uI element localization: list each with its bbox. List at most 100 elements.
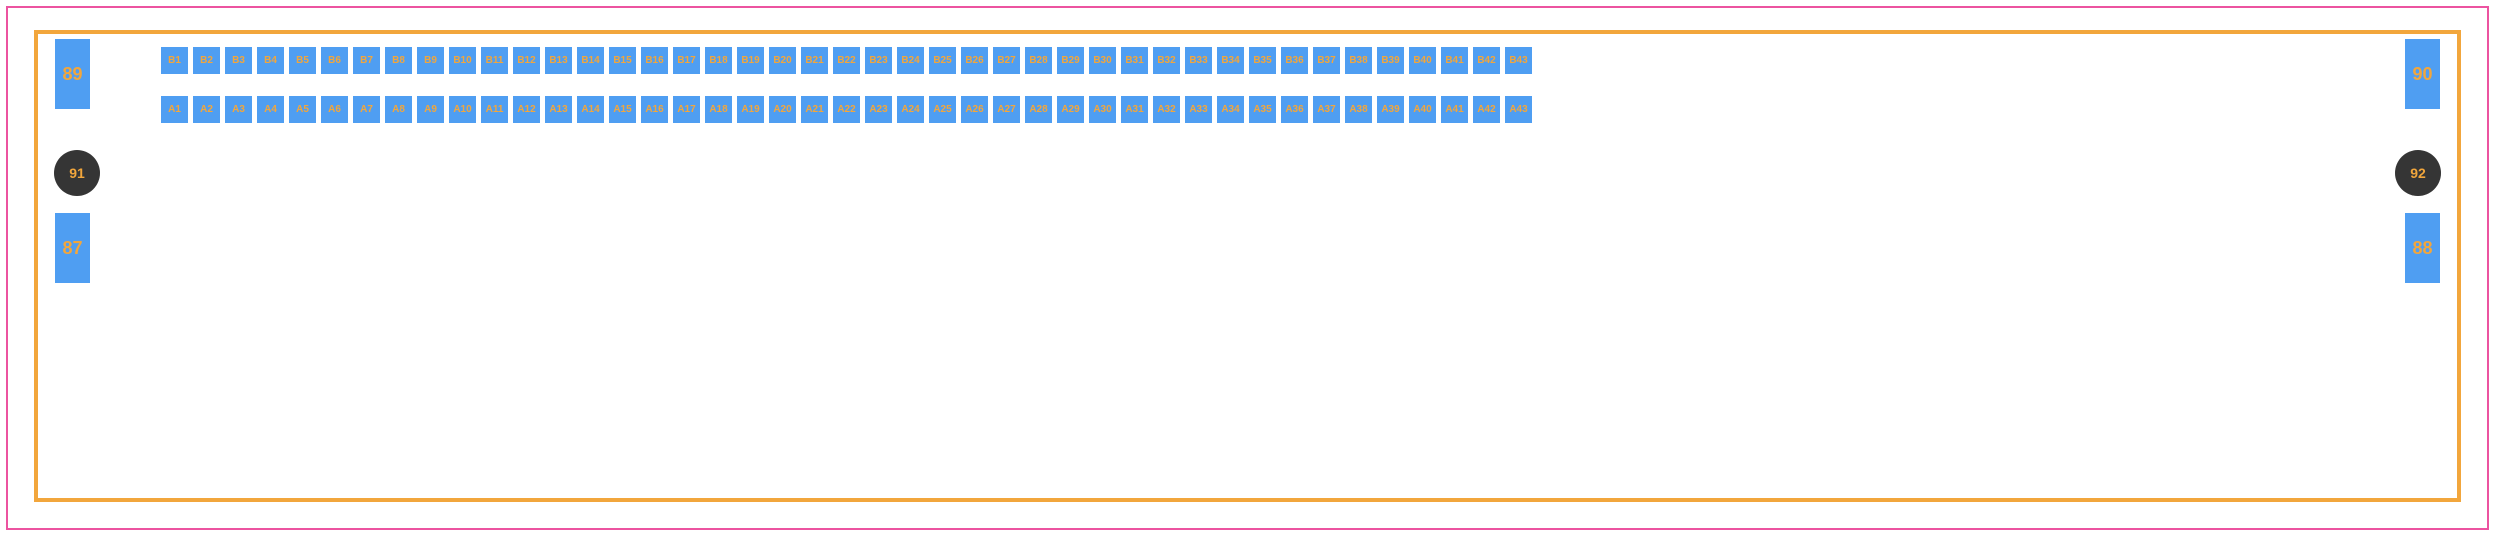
pad-b10: B10 [449, 47, 476, 74]
pad-b16: B16 [641, 47, 668, 74]
hole-91-label: 91 [69, 165, 85, 181]
pad-a32-label: A32 [1157, 104, 1175, 115]
pad-90: 90 [2405, 39, 2440, 109]
pad-b27-label: B27 [997, 55, 1015, 66]
pad-b39-label: B39 [1381, 55, 1399, 66]
pad-a16-label: A16 [645, 104, 663, 115]
pad-b28: B28 [1025, 47, 1052, 74]
pad-a31-label: A31 [1125, 104, 1143, 115]
pad-a13-label: A13 [549, 104, 567, 115]
pad-a42: A42 [1473, 96, 1500, 123]
pad-a38: A38 [1345, 96, 1372, 123]
pad-a6: A6 [321, 96, 348, 123]
pad-b32-label: B32 [1157, 55, 1175, 66]
pad-b7: B7 [353, 47, 380, 74]
pad-a29-label: A29 [1061, 104, 1079, 115]
pad-87-label: 87 [62, 238, 82, 259]
pad-b1-label: B1 [168, 55, 181, 66]
pad-b17: B17 [673, 47, 700, 74]
pad-a6-label: A6 [328, 104, 341, 115]
pad-b12: B12 [513, 47, 540, 74]
pad-a43: A43 [1505, 96, 1532, 123]
pad-b29: B29 [1057, 47, 1084, 74]
pad-a10-label: A10 [453, 104, 471, 115]
pad-b25-label: B25 [933, 55, 951, 66]
pad-87: 87 [55, 213, 90, 283]
pad-b13: B13 [545, 47, 572, 74]
pad-a22: A22 [833, 96, 860, 123]
pad-89-label: 89 [62, 64, 82, 85]
pad-a27: A27 [993, 96, 1020, 123]
pad-a33: A33 [1185, 96, 1212, 123]
pad-88: 88 [2405, 213, 2440, 283]
pad-a32: A32 [1153, 96, 1180, 123]
pad-b11: B11 [481, 47, 508, 74]
pad-b30-label: B30 [1093, 55, 1111, 66]
pad-b9-label: B9 [424, 55, 437, 66]
pad-b10-label: B10 [453, 55, 471, 66]
pad-b26: B26 [961, 47, 988, 74]
pad-b2: B2 [193, 47, 220, 74]
pad-b7-label: B7 [360, 55, 373, 66]
pad-a23: A23 [865, 96, 892, 123]
pad-a17: A17 [673, 96, 700, 123]
pad-b29-label: B29 [1061, 55, 1079, 66]
pad-b33-label: B33 [1189, 55, 1207, 66]
pad-a7-label: A7 [360, 104, 373, 115]
pad-b1: B1 [161, 47, 188, 74]
pad-b3: B3 [225, 47, 252, 74]
pad-a27-label: A27 [997, 104, 1015, 115]
pad-a38-label: A38 [1349, 104, 1367, 115]
pad-a35: A35 [1249, 96, 1276, 123]
pad-a30-label: A30 [1093, 104, 1111, 115]
hole-92-label: 92 [2410, 165, 2426, 181]
pad-b36: B36 [1281, 47, 1308, 74]
pad-b8: B8 [385, 47, 412, 74]
pad-b42-label: B42 [1477, 55, 1495, 66]
pad-b40: B40 [1409, 47, 1436, 74]
pad-b31-label: B31 [1125, 55, 1143, 66]
pad-b41-label: B41 [1445, 55, 1463, 66]
pad-b24: B24 [897, 47, 924, 74]
pad-a18-label: A18 [709, 104, 727, 115]
pad-a29: A29 [1057, 96, 1084, 123]
pad-a4-label: A4 [264, 104, 277, 115]
pad-a20: A20 [769, 96, 796, 123]
pad-b34-label: B34 [1221, 55, 1239, 66]
pad-a1: A1 [161, 96, 188, 123]
pad-a8-label: A8 [392, 104, 405, 115]
pad-b18-label: B18 [709, 55, 727, 66]
pad-b19-label: B19 [741, 55, 759, 66]
pad-b42: B42 [1473, 47, 1500, 74]
pad-b35: B35 [1249, 47, 1276, 74]
pad-b36-label: B36 [1285, 55, 1303, 66]
pad-b5: B5 [289, 47, 316, 74]
pad-a37-label: A37 [1317, 104, 1335, 115]
pad-b24-label: B24 [901, 55, 919, 66]
pad-a5-label: A5 [296, 104, 309, 115]
pad-b40-label: B40 [1413, 55, 1431, 66]
pad-b6-label: B6 [328, 55, 341, 66]
pad-a28: A28 [1025, 96, 1052, 123]
pad-a34-label: A34 [1221, 104, 1239, 115]
pad-a42-label: A42 [1477, 104, 1495, 115]
pad-a4: A4 [257, 96, 284, 123]
pad-a22-label: A22 [837, 104, 855, 115]
pad-a24: A24 [897, 96, 924, 123]
pad-a5: A5 [289, 96, 316, 123]
pad-b37-label: B37 [1317, 55, 1335, 66]
pad-b15-label: B15 [613, 55, 631, 66]
pad-b5-label: B5 [296, 55, 309, 66]
pad-a40-label: A40 [1413, 104, 1431, 115]
pad-a10: A10 [449, 96, 476, 123]
pad-a2: A2 [193, 96, 220, 123]
pad-b4: B4 [257, 47, 284, 74]
pad-b13-label: B13 [549, 55, 567, 66]
pad-a15-label: A15 [613, 104, 631, 115]
pad-b19: B19 [737, 47, 764, 74]
pad-b8-label: B8 [392, 55, 405, 66]
pad-b41: B41 [1441, 47, 1468, 74]
pad-a41-label: A41 [1445, 104, 1463, 115]
pad-a3-label: A3 [232, 104, 245, 115]
pad-b22-label: B22 [837, 55, 855, 66]
